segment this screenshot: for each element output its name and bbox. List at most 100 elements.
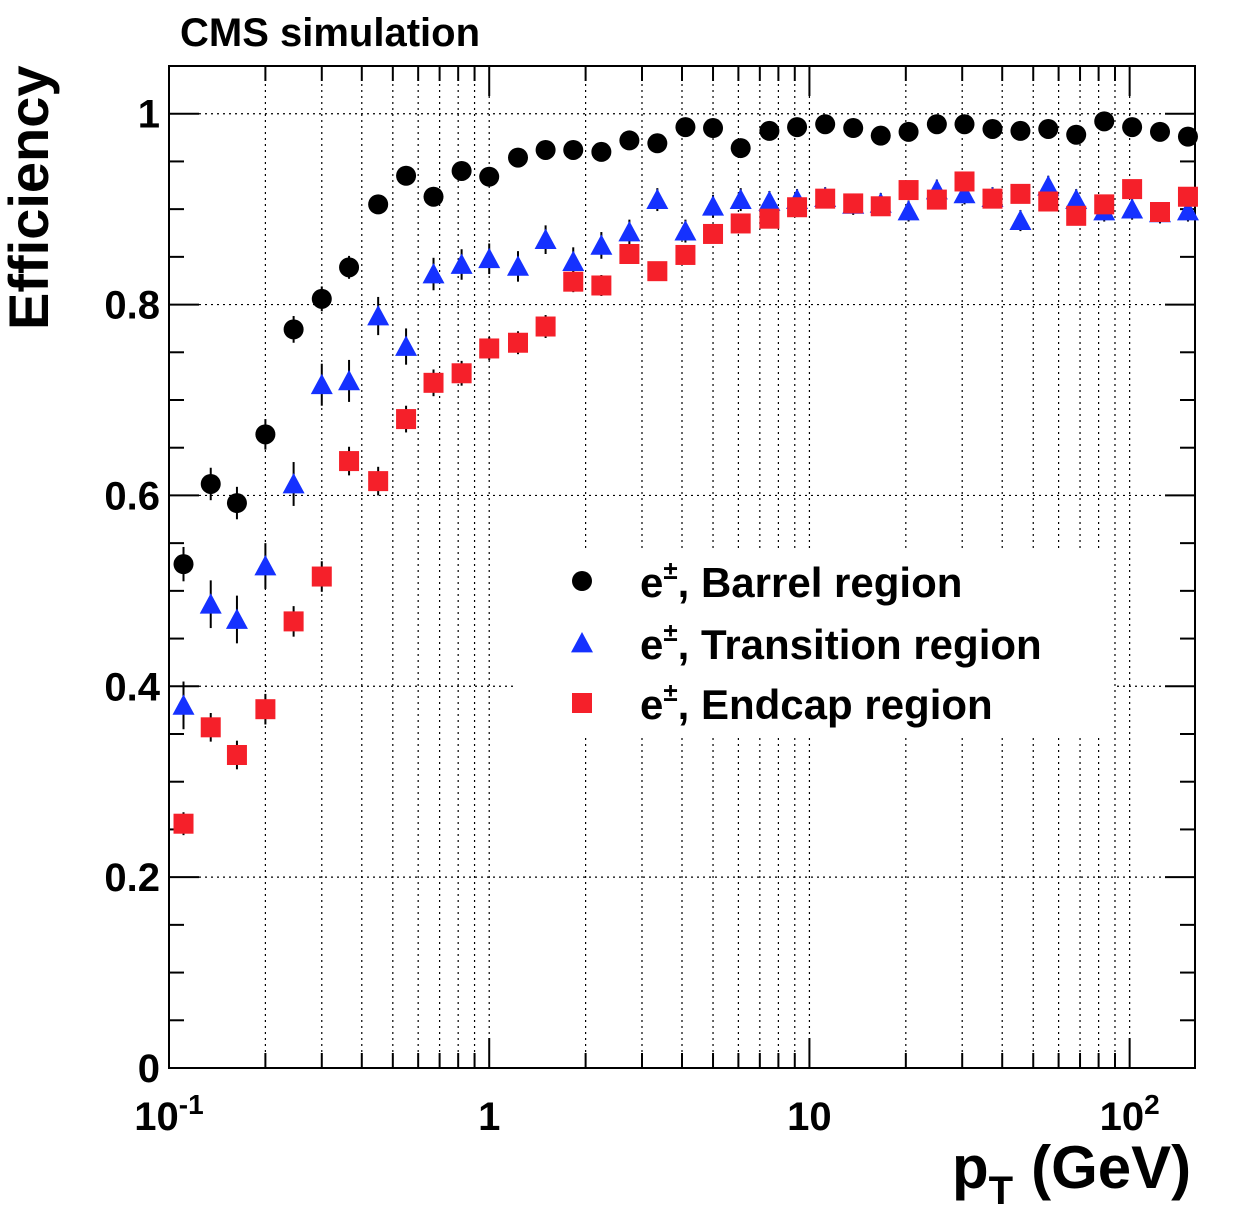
- data-point: [423, 372, 444, 393]
- data-point: [1038, 191, 1059, 212]
- data-point: [254, 555, 277, 576]
- data-point: [368, 471, 389, 492]
- data-point: [646, 188, 669, 209]
- data-point: [508, 147, 529, 168]
- data-point: [282, 472, 305, 494]
- data-point: [982, 118, 1003, 139]
- data-point: [1010, 120, 1031, 141]
- data-point: [1122, 117, 1143, 138]
- data-point: [1122, 179, 1143, 200]
- data-point: [870, 125, 891, 146]
- data-point: [310, 373, 333, 395]
- data-point: [507, 255, 530, 276]
- data-point: [1150, 202, 1171, 223]
- data-point: [226, 744, 247, 765]
- data-point: [759, 120, 780, 141]
- data-point: [339, 451, 360, 472]
- x-tick-label-exponent: 2: [1144, 1089, 1160, 1120]
- data-point: [898, 180, 919, 201]
- data-point: [870, 196, 891, 217]
- data-point: [535, 316, 556, 337]
- data-point: [396, 409, 417, 430]
- legend-label: e±, Transition region: [640, 617, 1042, 668]
- data-point: [953, 182, 976, 204]
- data-point: [1009, 209, 1032, 230]
- data-point: [702, 195, 725, 216]
- data-point: [926, 189, 947, 210]
- x-tick-label-base: 10: [134, 1095, 179, 1139]
- data-point: [1065, 188, 1088, 209]
- x-axis-label-main: p: [952, 1134, 989, 1201]
- legend-label-prefix: e: [640, 559, 663, 606]
- data-point: [450, 253, 473, 274]
- data-point: [255, 699, 276, 720]
- data-point: [451, 160, 472, 181]
- data-point: [759, 208, 780, 229]
- legend-label-suffix: , Transition region: [678, 621, 1042, 668]
- data-point: [730, 213, 751, 234]
- data-point: [283, 611, 304, 632]
- x-tick-label: 10-1: [134, 1089, 203, 1139]
- data-point: [423, 186, 444, 207]
- data-point: [590, 234, 613, 255]
- data-point: [367, 305, 390, 326]
- x-tick-label: 10: [787, 1095, 832, 1139]
- legend-entry: e±, Transition region: [571, 617, 1042, 668]
- y-tick-label: 0.6: [104, 474, 160, 518]
- grid: [169, 66, 1195, 1068]
- data-point: [311, 288, 332, 309]
- data-point: [534, 228, 557, 250]
- data-point: [1176, 200, 1199, 221]
- legend-entry: e±, Barrel region: [572, 555, 962, 606]
- data-point: [1038, 118, 1059, 139]
- data-point: [339, 257, 360, 278]
- data-point: [897, 200, 920, 221]
- data-point: [1094, 111, 1115, 132]
- data-point: [675, 117, 696, 138]
- axis-ticks: [168, 65, 1195, 1069]
- legend-marker-circle: [572, 571, 592, 591]
- data-point: [225, 608, 248, 629]
- data-point: [338, 369, 361, 391]
- legend-label-prefix: e: [640, 621, 663, 668]
- data-point: [563, 139, 584, 160]
- data-point: [729, 188, 752, 209]
- legend-label: e±, Barrel region: [640, 555, 962, 606]
- data-point: [199, 593, 222, 614]
- y-axis-label: Efficiency: [0, 65, 60, 330]
- data-point: [1037, 175, 1060, 196]
- legend-marker-triangle: [571, 632, 593, 653]
- data-point: [200, 717, 221, 738]
- y-tick-label: 0: [138, 1047, 160, 1091]
- data-point: [1177, 126, 1198, 147]
- data-point: [647, 133, 668, 154]
- data-point: [647, 261, 668, 282]
- data-point: [1010, 183, 1031, 204]
- x-tick-label: 102: [1100, 1089, 1160, 1139]
- data-point: [591, 141, 612, 162]
- data-point: [200, 473, 221, 494]
- data-point: [255, 424, 276, 445]
- x-tick-label: 1: [478, 1095, 500, 1139]
- data-point: [368, 194, 389, 215]
- data-point: [619, 130, 640, 151]
- data-point: [926, 114, 947, 135]
- data-point: [1150, 121, 1171, 142]
- data-point: [591, 275, 612, 296]
- legend-label-suffix: , Barrel region: [678, 559, 963, 606]
- data-point: [1177, 186, 1198, 207]
- data-point: [787, 117, 808, 138]
- data-point: [479, 166, 500, 187]
- data-point: [619, 243, 640, 264]
- data-point: [478, 247, 501, 269]
- data-point: [479, 338, 500, 359]
- data-point: [508, 332, 529, 353]
- legend-label-superscript: ±: [663, 617, 677, 647]
- data-point: [787, 197, 808, 218]
- x-axis-label: pT (GeV): [952, 1134, 1191, 1213]
- legend-label: e±, Endcap region: [640, 677, 993, 728]
- legend-marker-square: [572, 693, 592, 713]
